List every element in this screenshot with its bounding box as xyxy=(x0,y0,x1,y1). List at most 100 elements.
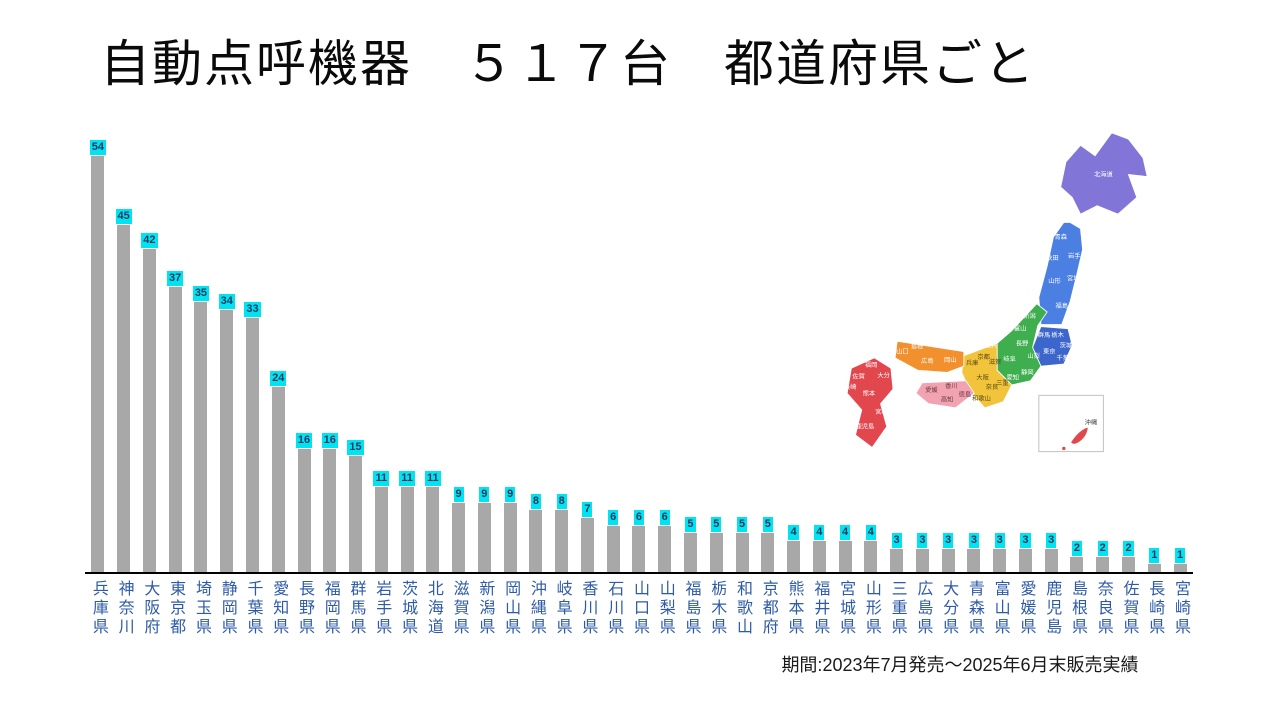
bar xyxy=(941,549,955,572)
category-label: 茨城県 xyxy=(394,580,420,664)
category-label-text: 和歌山 xyxy=(734,580,752,637)
bar xyxy=(1044,549,1058,572)
bar xyxy=(349,456,363,572)
bar xyxy=(735,533,749,572)
bar-column: 5 xyxy=(678,517,704,572)
map-pref-label: 石川 xyxy=(999,320,1012,328)
bar-value-label: 9 xyxy=(453,487,464,502)
bar-column: 4 xyxy=(806,525,832,572)
category-label: 兵庫県 xyxy=(85,580,111,664)
bar-column: 9 xyxy=(471,487,497,572)
bar-value-label: 34 xyxy=(218,294,235,309)
category-label: 香川県 xyxy=(575,580,601,664)
category-label-text: 青森県 xyxy=(965,580,983,637)
map-pref-label: 愛知 xyxy=(1007,373,1020,382)
map-pref-label: 大分 xyxy=(877,371,890,380)
category-label-text: 長崎県 xyxy=(1146,580,1164,637)
bar-value-label: 42 xyxy=(141,233,158,248)
category-label-text: 大分県 xyxy=(940,580,958,637)
category-label: 埼玉県 xyxy=(188,580,214,664)
bar-value-label: 33 xyxy=(244,302,261,317)
category-label: 熊本県 xyxy=(781,580,807,664)
map-pref-label: 長野 xyxy=(1016,339,1029,347)
category-label-text: 香川県 xyxy=(579,580,597,637)
plot-area: 54 45 42 37 35 34 33 24 16 16 15 11 11 11 9 9 9 8 8 7 6 6 6 5 5 5… xyxy=(85,128,1193,574)
bar-value-label: 4 xyxy=(840,525,851,540)
category-label-text: 山梨県 xyxy=(656,580,674,637)
category-label: 福島県 xyxy=(678,580,704,664)
map-pref-label: 高知 xyxy=(941,395,954,404)
map-pref-label: 宮城 xyxy=(1067,274,1080,283)
bar-column: 1 xyxy=(1167,548,1193,572)
map-region-shikoku xyxy=(915,380,975,409)
bar xyxy=(117,225,131,572)
map-pref-label: 静岡 xyxy=(1021,368,1034,377)
category-label-text: 石川県 xyxy=(605,580,623,637)
map-pref-label: 栃木 xyxy=(1051,330,1064,339)
bar-value-label: 5 xyxy=(711,517,722,532)
bar xyxy=(632,526,646,572)
bar-value-label: 16 xyxy=(295,433,313,448)
category-label: 島根県 xyxy=(1064,580,1090,664)
category-label: 栃木県 xyxy=(703,580,729,664)
bar xyxy=(142,249,156,572)
map-pref-label: 青森 xyxy=(1054,232,1067,241)
bar-value-label: 4 xyxy=(814,525,825,540)
map-pref-label: 大阪 xyxy=(976,373,989,382)
map-pref-label: 岐阜 xyxy=(1003,354,1016,363)
bar xyxy=(864,541,878,572)
map-pref-label: 富山 xyxy=(1014,324,1027,333)
map-pref-label: 広島 xyxy=(921,356,934,365)
bar xyxy=(658,526,672,572)
map-pref-label: 福島 xyxy=(1056,301,1069,310)
bar-value-label: 5 xyxy=(685,517,696,532)
category-label-text: 新潟県 xyxy=(476,580,494,637)
bar xyxy=(787,541,801,572)
bar xyxy=(1122,557,1135,572)
category-label: 東京都 xyxy=(162,580,188,664)
bar xyxy=(890,549,904,572)
category-label-text: 北海道 xyxy=(424,580,442,637)
bar-value-label: 3 xyxy=(917,533,928,548)
bar-value-label: 11 xyxy=(399,471,415,486)
bar-column: 2 xyxy=(1090,541,1116,572)
bar-value-label: 6 xyxy=(633,510,645,525)
bar xyxy=(580,518,594,572)
category-label-text: 埼玉県 xyxy=(192,580,210,637)
category-label-text: 大阪府 xyxy=(141,580,159,637)
bar-column: 3 xyxy=(987,533,1013,572)
map-pref-label: 沖縄 xyxy=(1085,418,1098,427)
map-pref-label: 三重 xyxy=(996,379,1009,387)
category-label-text: 佐賀県 xyxy=(1120,580,1138,637)
map-region-okinawa xyxy=(1071,427,1088,444)
category-label-text: 栃木県 xyxy=(708,580,726,637)
map-pref-label: 奈良 xyxy=(986,382,999,391)
bar xyxy=(297,449,311,572)
bar-value-label: 2 xyxy=(1097,541,1108,556)
bar-column: 6 xyxy=(626,510,652,572)
category-label-text: 群馬県 xyxy=(347,580,365,637)
bar xyxy=(194,302,208,572)
bar-value-label: 45 xyxy=(115,209,132,224)
bar-column: 11 xyxy=(368,471,394,572)
bar-column: 2 xyxy=(1064,541,1090,572)
category-label-text: 沖縄県 xyxy=(527,580,545,637)
bar-value-label: 5 xyxy=(736,517,748,532)
bar-column: 5 xyxy=(755,517,781,572)
map-pref-label: 千葉 xyxy=(1057,353,1070,362)
okinawa-inset-border xyxy=(1038,394,1104,453)
bar xyxy=(323,449,337,572)
bar-column: 4 xyxy=(781,525,807,572)
bar-column: 11 xyxy=(420,471,446,572)
category-label-text: 長野県 xyxy=(296,580,313,637)
bar-value-label: 4 xyxy=(788,525,799,540)
map-pref-label: 茨城 xyxy=(1060,340,1073,349)
bar-column: 8 xyxy=(523,494,549,572)
bar-column: 34 xyxy=(214,294,240,572)
bar-column: 16 xyxy=(291,433,317,572)
bar-value-label: 8 xyxy=(556,494,567,509)
map-pref-label: 秋田 xyxy=(1046,253,1059,262)
category-label: 佐賀県 xyxy=(1116,580,1142,664)
category-label: 愛媛県 xyxy=(1013,580,1039,664)
